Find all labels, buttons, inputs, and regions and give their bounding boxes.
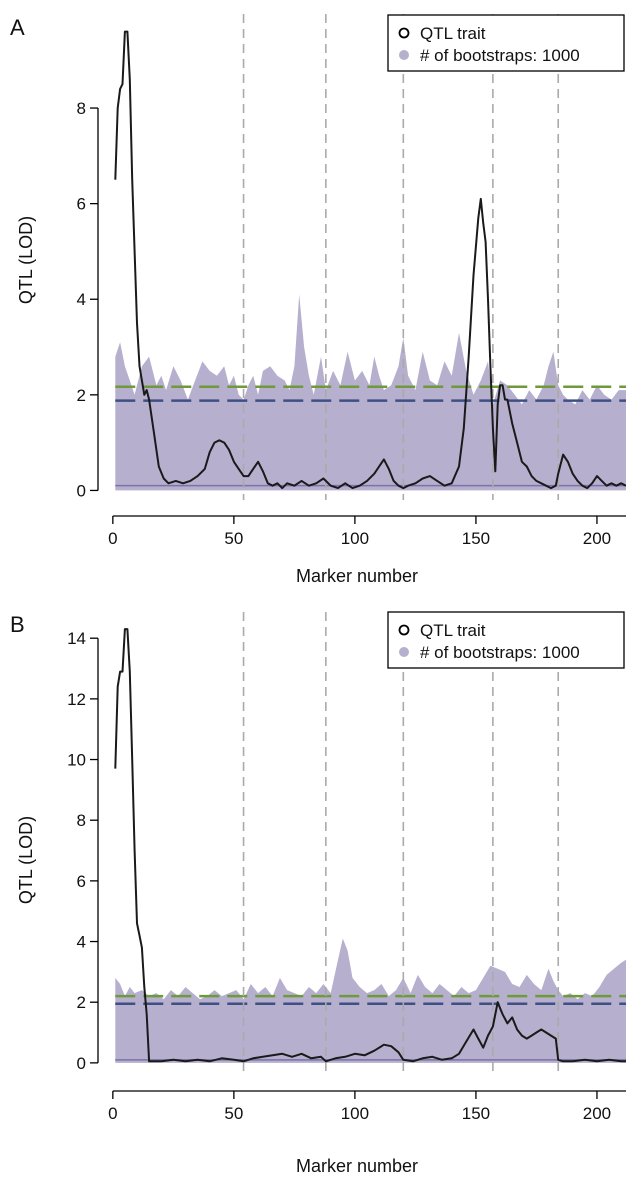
y-tick-label: 14 <box>67 629 86 648</box>
legend-entry-trait: QTL trait <box>420 621 486 640</box>
x-tick-label: 100 <box>341 529 369 548</box>
legend-entry-trait: QTL trait <box>420 24 486 43</box>
series-line-qtl-trait <box>114 628 626 1063</box>
x-tick-label: 150 <box>462 529 490 548</box>
x-tick-label: 200 <box>583 1104 611 1123</box>
x-tick-label: 50 <box>224 529 243 548</box>
y-tick-label: 4 <box>77 290 86 309</box>
x-tick-label: 200 <box>583 529 611 548</box>
y-axis-label: QTL (LOD) <box>16 216 36 304</box>
bootstrap-envelope <box>115 938 626 1063</box>
y-tick-label: 0 <box>77 1054 86 1073</box>
y-tick-label: 8 <box>77 99 86 118</box>
legend-marker-filled-circle-icon <box>399 50 409 60</box>
legend-entry-bootstrap: # of bootstraps: 1000 <box>420 643 580 662</box>
legend-entry-bootstrap: # of bootstraps: 1000 <box>420 46 580 65</box>
panel-label: A <box>10 15 25 40</box>
legend-box <box>387 611 625 669</box>
bootstrap-envelope <box>115 294 626 491</box>
legend-marker-open-circle-icon <box>398 624 410 636</box>
legend-marker-open-circle-icon <box>398 27 410 39</box>
panel-a: A 0 2 4 6 8 0 50 100 150 200 QTL (LOD) Marker num… <box>10 14 626 586</box>
x-tick-label: 0 <box>108 1104 117 1123</box>
y-tick-label: 2 <box>77 993 86 1012</box>
y-tick-label: 6 <box>77 195 86 214</box>
legend: QTL trait # of bootstraps: 1000 <box>387 14 625 72</box>
y-tick-label: 12 <box>67 690 86 709</box>
plot-area <box>114 14 626 500</box>
y-tick-label: 0 <box>77 481 86 500</box>
y-tick-label: 6 <box>77 872 86 891</box>
legend-marker-filled-circle-icon <box>399 647 409 657</box>
x-axis-label: Marker number <box>296 1156 418 1176</box>
plot-area <box>114 612 626 1075</box>
axes: 0 2 4 6 8 10 12 14 0 50 100 150 200 <box>67 629 626 1123</box>
panel-label: B <box>10 612 25 637</box>
y-tick-label: 8 <box>77 811 86 830</box>
panel-b: B 0 2 4 6 8 10 12 14 0 50 100 150 200 QTL (LOD) Mark… <box>10 611 626 1176</box>
y-tick-label: 10 <box>67 751 86 770</box>
legend: QTL trait # of bootstraps: 1000 <box>387 611 625 669</box>
axes: 0 2 4 6 8 0 50 100 150 200 <box>77 99 626 548</box>
x-tick-label: 100 <box>341 1104 369 1123</box>
y-tick-label: 2 <box>77 386 86 405</box>
series-line-qtl-trait <box>114 30 626 490</box>
x-tick-label: 150 <box>462 1104 490 1123</box>
y-tick-label: 4 <box>77 933 86 952</box>
x-tick-label: 0 <box>108 529 117 548</box>
y-axis-label: QTL (LOD) <box>16 816 36 904</box>
legend-box <box>387 14 625 72</box>
x-tick-label: 50 <box>224 1104 243 1123</box>
x-axis-label: Marker number <box>296 566 418 586</box>
